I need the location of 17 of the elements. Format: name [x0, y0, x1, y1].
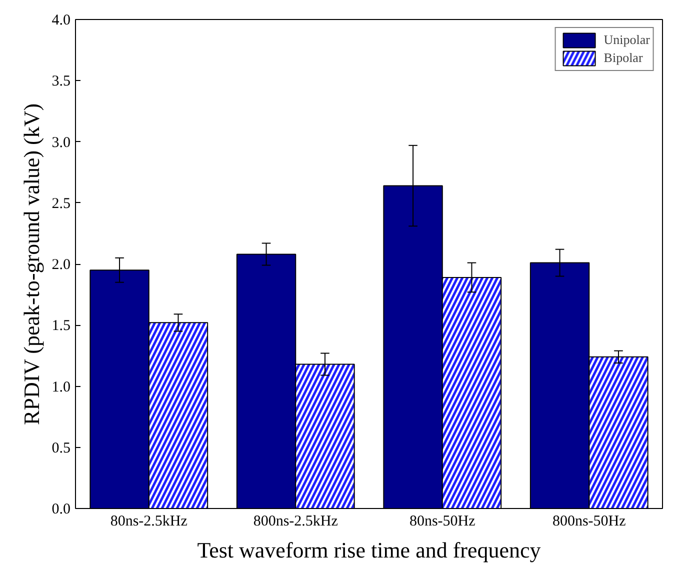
- x-tick-label: 80ns-50Hz: [409, 514, 476, 530]
- y-tick-label: 0.5: [52, 440, 70, 456]
- y-tick-label: 2.0: [52, 257, 70, 273]
- x-tick-label: 80ns-2.5kHz: [110, 514, 188, 530]
- y-tick-label: 3.5: [52, 74, 70, 90]
- y-tick-label: 1.5: [52, 318, 70, 334]
- legend-label: Bipolar: [604, 50, 643, 66]
- x-tick-label: 800ns-2.5kHz: [253, 514, 338, 530]
- legend-label: Unipolar: [604, 32, 650, 48]
- y-tick-label: 2.5: [52, 196, 70, 212]
- y-axis-title: RPDIV (peak-to-ground value) (kV): [18, 103, 44, 425]
- y-tick-label: 0.0: [52, 502, 70, 518]
- x-tick-label: 800ns-50Hz: [552, 514, 626, 530]
- y-tick-label: 3.0: [52, 134, 70, 151]
- y-tick-label: 1.0: [52, 379, 70, 396]
- y-tick-label: 4.0: [52, 12, 70, 28]
- x-axis-title: Test waveform rise time and frequency: [197, 538, 541, 562]
